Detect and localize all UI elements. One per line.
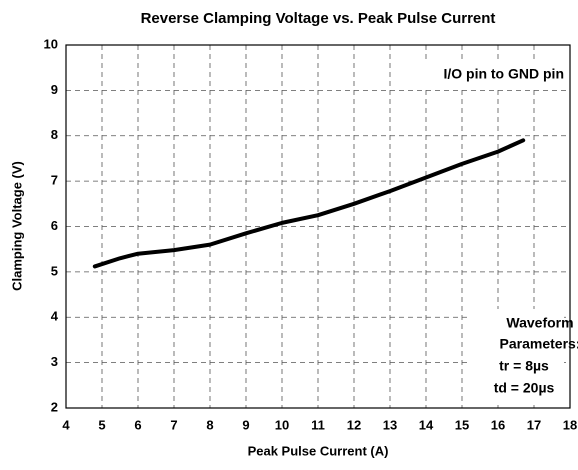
y-tick-label: 3 <box>51 354 58 369</box>
x-tick-label: 17 <box>527 417 541 432</box>
x-tick-label: 6 <box>134 417 141 432</box>
x-tick-label: 15 <box>455 417 469 432</box>
y-tick-label: 4 <box>51 309 59 324</box>
x-tick-label: 8 <box>206 417 213 432</box>
x-tick-label: 7 <box>170 417 177 432</box>
annotation: Waveform <box>506 315 573 331</box>
annotation: Parameters: <box>500 336 578 352</box>
x-axis-label: Peak Pulse Current (A) <box>248 443 389 458</box>
y-tick-label: 8 <box>51 127 58 142</box>
x-tick-label: 9 <box>242 417 249 432</box>
annotation-background <box>392 63 562 87</box>
x-tick-label: 4 <box>62 417 70 432</box>
x-tick-label: 10 <box>275 417 289 432</box>
annotation: tr = 8µs <box>499 358 549 374</box>
y-tick-label: 5 <box>51 263 58 278</box>
x-tick-label: 18 <box>563 417 577 432</box>
x-tick-label: 13 <box>383 417 397 432</box>
y-tick-label: 7 <box>51 173 58 188</box>
x-tick-label: 5 <box>98 417 105 432</box>
y-tick-label: 9 <box>51 82 58 97</box>
x-tick-label: 12 <box>347 417 361 432</box>
annotation-background <box>470 309 564 401</box>
chart-title: Reverse Clamping Voltage vs. Peak Pulse … <box>141 10 496 27</box>
x-tick-label: 14 <box>419 417 434 432</box>
x-tick-label: 16 <box>491 417 505 432</box>
plot-frame <box>65 44 571 409</box>
x-tick-label: 11 <box>311 417 325 432</box>
annotation: td = 20µs <box>494 380 555 396</box>
y-tick-label: 2 <box>51 399 58 414</box>
data-line <box>92 138 526 269</box>
y-tick-label: 10 <box>44 36 58 51</box>
y-axis-label: Clamping Voltage (V) <box>9 161 24 291</box>
y-tick-label: 6 <box>51 218 58 233</box>
annotation: I/O pin to GND pin <box>443 66 564 82</box>
